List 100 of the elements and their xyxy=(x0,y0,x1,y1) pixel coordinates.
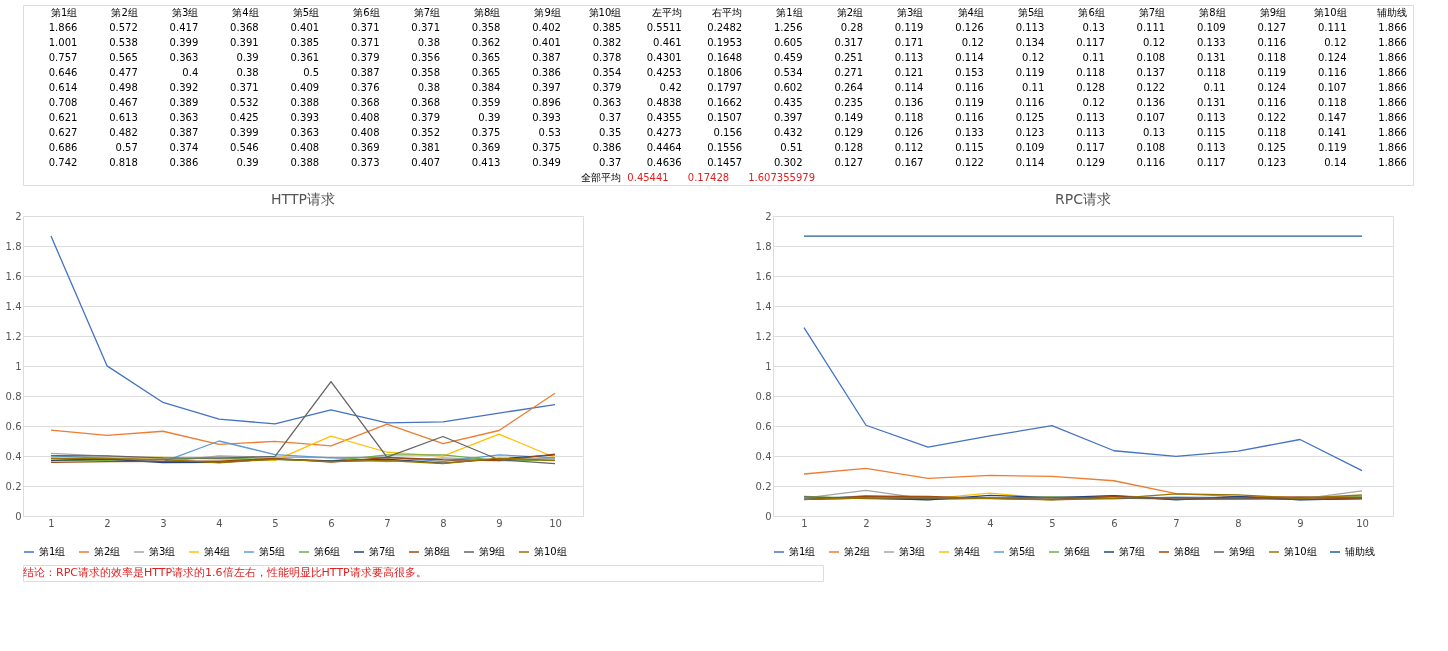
x-tick-label: 1 xyxy=(48,517,55,529)
text: 右平均 xyxy=(712,6,743,18)
text: 全部平均 xyxy=(581,171,622,183)
text: 0.387 xyxy=(350,66,380,78)
text: 第7组 xyxy=(413,6,440,18)
text: 0.53 xyxy=(538,126,561,138)
text: 0.409 xyxy=(290,81,320,93)
text: 0.118 xyxy=(1317,96,1347,108)
text: 0.374 xyxy=(169,141,199,153)
text: 0.38 xyxy=(417,81,440,93)
text: 0.122 xyxy=(1136,81,1166,93)
y-tick-label: 1.8 xyxy=(5,240,22,252)
text: 0.498 xyxy=(109,81,138,93)
text: 1.866 xyxy=(1378,111,1407,123)
text: 0.12 xyxy=(1082,96,1105,108)
text: 0.546 xyxy=(230,141,259,153)
y-tick-label: 1.6 xyxy=(755,270,772,282)
y-tick-label: 1.8 xyxy=(755,240,772,252)
text: 第3组 xyxy=(897,6,924,18)
text: 0.119 xyxy=(1317,141,1347,153)
text: 0.12 xyxy=(961,36,984,48)
text: 0.37 xyxy=(599,156,622,168)
text: 0.4464 xyxy=(646,141,682,153)
text: 1.866 xyxy=(1378,51,1407,63)
x-tick-label: 2 xyxy=(104,517,111,529)
text: 0.461 xyxy=(653,36,682,48)
text: 0.534 xyxy=(773,66,803,78)
y-tick-label: 1 xyxy=(15,360,22,372)
text: 0.13 xyxy=(1142,126,1166,138)
text: 0.124 xyxy=(1317,51,1347,63)
text: 0.379 xyxy=(592,81,622,93)
text: 0.408 xyxy=(350,126,380,138)
text: 0.368 xyxy=(411,96,440,108)
text: 0.4 xyxy=(182,66,199,78)
legend-label: 第3组 xyxy=(899,546,926,557)
text: 0.28 xyxy=(840,21,864,33)
text: 0.108 xyxy=(1136,141,1166,153)
x-tick-label: 8 xyxy=(440,517,447,529)
text: 0.137 xyxy=(1136,66,1166,78)
x-tick-label: 8 xyxy=(1235,517,1242,529)
text: 0.113 xyxy=(894,51,924,63)
text: 0.117 xyxy=(1076,36,1105,48)
text: 0.371 xyxy=(230,81,259,93)
text: 0.302 xyxy=(773,156,803,168)
text: 第10组 xyxy=(588,6,622,18)
text: 0.896 xyxy=(532,96,561,108)
text: 0.371 xyxy=(350,21,380,33)
text: 0.271 xyxy=(834,66,864,78)
text: 0.359 xyxy=(471,96,501,108)
text: 1.607355979 xyxy=(748,171,816,183)
text: 0.532 xyxy=(230,96,259,108)
text: 0.235 xyxy=(834,96,864,108)
text: 0.384 xyxy=(471,81,501,93)
text: 0.538 xyxy=(109,36,138,48)
x-tick-label: 3 xyxy=(925,517,932,529)
text: 0.757 xyxy=(48,51,78,63)
text: 0.129 xyxy=(834,126,864,138)
text: 0.114 xyxy=(894,81,924,93)
text: 0.133 xyxy=(1197,36,1226,48)
y-tick-label: 2 xyxy=(765,210,772,222)
text: 1.866 xyxy=(48,21,78,33)
text: 第2组 xyxy=(836,6,864,18)
text: 0.1556 xyxy=(707,141,743,153)
x-tick-label: 5 xyxy=(1049,517,1056,529)
x-tick-label: 7 xyxy=(1173,517,1180,529)
text: 第10组 xyxy=(1313,6,1347,18)
text: 0.365 xyxy=(471,66,501,78)
text: 0.408 xyxy=(290,141,320,153)
legend-label: 第5组 xyxy=(1009,546,1036,557)
text: 0.477 xyxy=(109,66,138,78)
y-tick-label: 1.4 xyxy=(755,300,772,312)
text: 0.572 xyxy=(109,21,138,33)
text: 1.866 xyxy=(1378,156,1407,168)
text: 0.1648 xyxy=(707,51,743,63)
text: 0.386 xyxy=(169,156,199,168)
text: 1.866 xyxy=(1378,66,1407,78)
text: 辅助线 xyxy=(1376,6,1407,18)
text: 0.45441 xyxy=(627,171,669,183)
text: 0.128 xyxy=(834,141,864,153)
text: 0.128 xyxy=(1076,81,1105,93)
legend-label: 第7组 xyxy=(1119,546,1146,557)
legend-label: 第10组 xyxy=(534,546,567,557)
text: 0.4273 xyxy=(646,126,682,138)
text: 0.371 xyxy=(411,21,440,33)
text: 1.256 xyxy=(773,21,803,33)
y-tick-label: 0.2 xyxy=(755,480,772,492)
text: 0.1507 xyxy=(707,111,743,123)
y-tick-label: 0.2 xyxy=(5,480,22,492)
text: 1.866 xyxy=(1378,36,1407,48)
legend-label: 第9组 xyxy=(479,546,506,557)
text: 0.4253 xyxy=(646,66,682,78)
text: 0.167 xyxy=(894,156,924,168)
text: 0.131 xyxy=(1197,96,1226,108)
text: 0.124 xyxy=(1257,81,1287,93)
x-tick-label: 10 xyxy=(549,517,562,529)
text: 0.109 xyxy=(1015,141,1045,153)
text: 1.866 xyxy=(1378,81,1407,93)
text: 0.171 xyxy=(894,36,924,48)
text: 0.435 xyxy=(773,96,803,108)
y-tick-label: 0.8 xyxy=(5,390,22,402)
